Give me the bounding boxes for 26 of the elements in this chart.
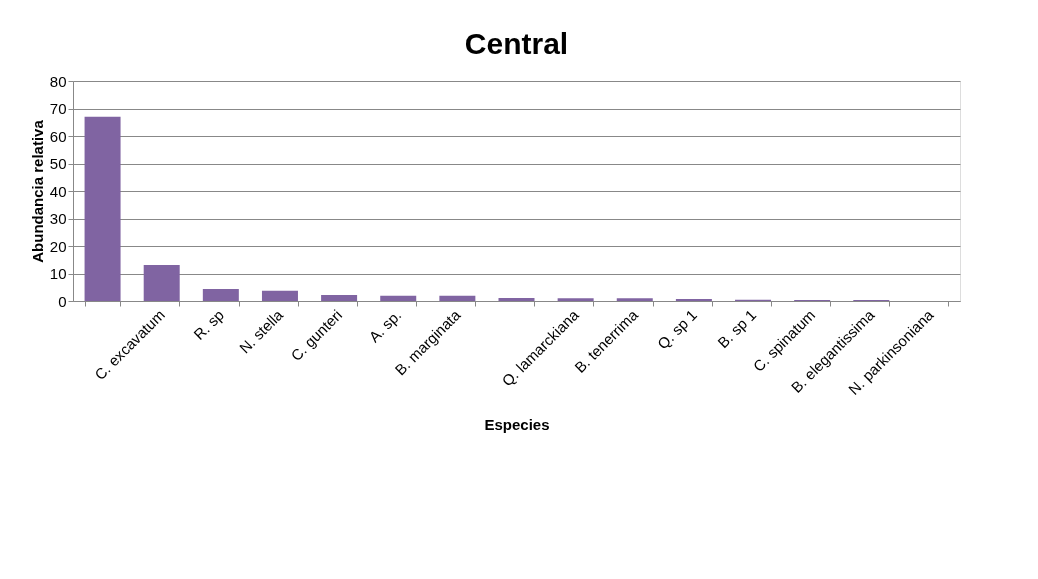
bar (557, 298, 594, 301)
y-tick-label: 70 (49, 100, 67, 117)
y-tick-label: 50 (49, 155, 67, 172)
y-tick-label: 60 (49, 127, 67, 145)
y-tick-label: 20 (49, 237, 67, 255)
y-tick-label: 10 (49, 265, 67, 282)
bar (321, 294, 358, 301)
x-tick-label: Q. sp 1 (653, 306, 701, 353)
bar (261, 290, 298, 301)
chart-title: Central (464, 27, 569, 60)
bar (143, 264, 180, 301)
bar (616, 298, 653, 301)
x-axis-title: Especies (484, 415, 550, 433)
bar (84, 116, 121, 301)
bar (439, 295, 476, 301)
y-tick-label: 0 (58, 292, 67, 310)
x-tick-label: R. sp (190, 306, 227, 343)
x-tick-label: B. sp 1 (714, 306, 760, 352)
y-tick-label: 30 (49, 210, 67, 227)
y-tick-label: 40 (49, 182, 67, 200)
x-tick-label: A. sp. (365, 306, 405, 346)
y-tick-label: 80 (49, 72, 67, 90)
y-axis-title: Abundancia relativa (28, 119, 46, 263)
bar (380, 295, 417, 301)
bar (498, 297, 535, 301)
bar (202, 288, 239, 301)
